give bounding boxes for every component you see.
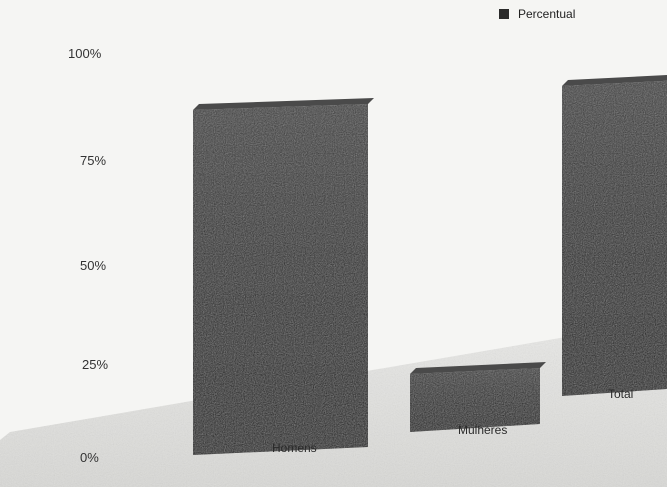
x-tick-label: Total (608, 387, 633, 401)
y-tick-label: 25% (82, 357, 108, 372)
bar-homens (193, 104, 368, 455)
y-tick-label: 100% (68, 46, 102, 61)
bar-mulheres (410, 368, 540, 432)
x-axis: Homens Mulheres Total (272, 387, 633, 455)
y-tick-label: 50% (80, 258, 106, 273)
x-tick-label: Homens (272, 441, 317, 455)
y-tick-label: 0% (80, 450, 99, 465)
legend-swatch (499, 9, 509, 19)
bar-top-total (562, 75, 667, 86)
x-tick-label: Mulheres (458, 423, 507, 437)
y-tick-label: 75% (80, 153, 106, 168)
y-axis: 0% 25% 50% 75% 100% (68, 46, 108, 465)
legend: Percentual (499, 7, 575, 21)
bars-group (193, 75, 667, 455)
legend-label: Percentual (518, 7, 575, 21)
bar-top-homens (193, 98, 374, 110)
bar-top-mulheres (410, 362, 546, 374)
bar-total (562, 80, 667, 396)
